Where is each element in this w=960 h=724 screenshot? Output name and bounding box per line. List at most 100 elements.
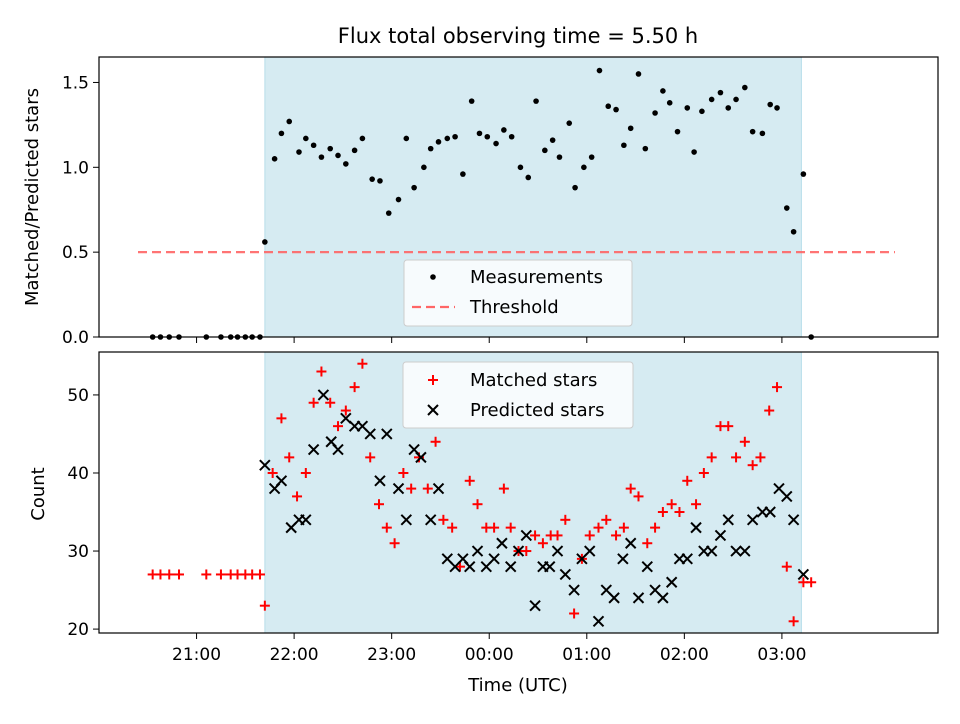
predicted-star-point-b [300,514,312,526]
legend-marker-measurements [430,274,436,280]
predicted-star-point [392,482,405,495]
matched-star-point [691,499,702,510]
matched-star-point [430,436,441,447]
predicted-star-point-b [714,529,727,542]
matched-star-point [739,436,750,447]
predicted-star-point-b [781,490,793,503]
y-tick-label: 50 [67,386,89,406]
measurement-point [699,108,705,115]
matched-star-point [593,522,604,533]
x-tick-label: 23:00 [367,645,416,665]
matched-star-point [618,522,629,533]
legend-marker-predicted [427,404,439,416]
matched-star-point [438,514,449,525]
measurement-point [642,145,649,152]
matched-star-point [447,522,458,533]
predicted-star-point-b [307,443,320,456]
matched-star-point [788,616,799,627]
predicted-star-point [632,592,645,604]
measurement-point [691,149,697,155]
matched-star-point [560,514,571,525]
measurement-point [588,154,595,160]
matched-star-point [155,569,166,580]
measurement-point [800,171,807,177]
legend-box [403,259,633,327]
matched-star-point [201,569,212,580]
predicted-star-point [512,545,525,557]
matched-star-point [781,561,792,572]
legend-label-predicted: Predicted stars [470,400,604,421]
predicted-star-point-b [551,545,564,557]
y-tick-label: 40 [67,464,89,484]
matched-star-point [357,358,368,369]
predicted-star-point-b [512,545,525,557]
predicted-star-point-b [600,584,613,596]
measurement-point [421,164,427,171]
predicted-star-point-b [632,592,645,604]
measurement-point [767,101,773,108]
predicted-star-point-b [705,545,718,557]
legend-label-threshold: Threshold [469,297,559,318]
matched-star-point [498,483,509,494]
predicted-star-point-b [641,560,653,573]
x-tick-label: 00:00 [465,645,514,665]
matched-star-point [806,577,817,588]
x-tick-label: 03:00 [757,645,806,665]
predicted-star-point [317,389,330,401]
measurement-point [749,128,756,135]
matched-star-point [521,546,532,557]
predicted-star-point [432,482,445,495]
predicted-star-point [400,514,413,526]
measurement-point [660,88,666,94]
measurement-point [318,154,325,160]
predicted-star-point-b [464,560,476,573]
predicted-star-point-b [520,529,533,542]
measurement-point [533,98,539,104]
matched-star-point [650,522,661,533]
matched-star-point [625,483,636,494]
measurement-point [596,67,603,74]
predicted-star-point-b [488,553,500,565]
y-tick-label: 0.5 [62,243,89,263]
predicted-star-point [797,568,810,581]
predicted-star-point-b [374,475,386,487]
measurement-point [411,184,417,191]
measurement-point [572,184,578,191]
matched-star-point [755,452,766,463]
measurement-point [581,164,587,171]
predicted-star-point [568,584,580,596]
y-tick-label: 1.0 [62,158,89,178]
matched-star-point [276,413,287,424]
matched-star-point [747,460,758,471]
x-axis-label: Time (UTC) [467,675,568,696]
top-legend: Measurements Threshold [403,259,633,327]
measurement-point [556,154,563,160]
measurement-point [369,176,375,182]
matched-star-point [569,608,580,619]
predicted-star-point [559,568,572,581]
y-tick-label: 0.0 [62,328,89,348]
predicted-star-point-b [317,389,330,401]
matched-star-point [173,569,184,580]
matched-star-point [642,538,653,549]
predicted-star-point-b [624,537,637,549]
matched-star-point [325,397,336,408]
matched-star-point [164,569,175,580]
predicted-star-point-b [690,521,702,534]
predicted-star-point [705,545,718,557]
measurement-point [613,106,619,113]
measurement-point [790,228,797,235]
x-tick-label: 21:00 [172,645,221,665]
measurement-point [286,118,293,125]
measurement-point [635,71,642,77]
matched-star-point [365,452,376,463]
measurement-point [278,130,285,137]
predicted-star-point [787,514,800,526]
predicted-star-point-b [424,514,437,526]
predicted-star-point-b [681,553,693,565]
measurement-point [427,145,434,152]
predicted-star-point [520,529,533,542]
measurement-point [627,125,634,132]
matched-star-point [633,491,644,502]
matched-star-point [284,452,295,463]
